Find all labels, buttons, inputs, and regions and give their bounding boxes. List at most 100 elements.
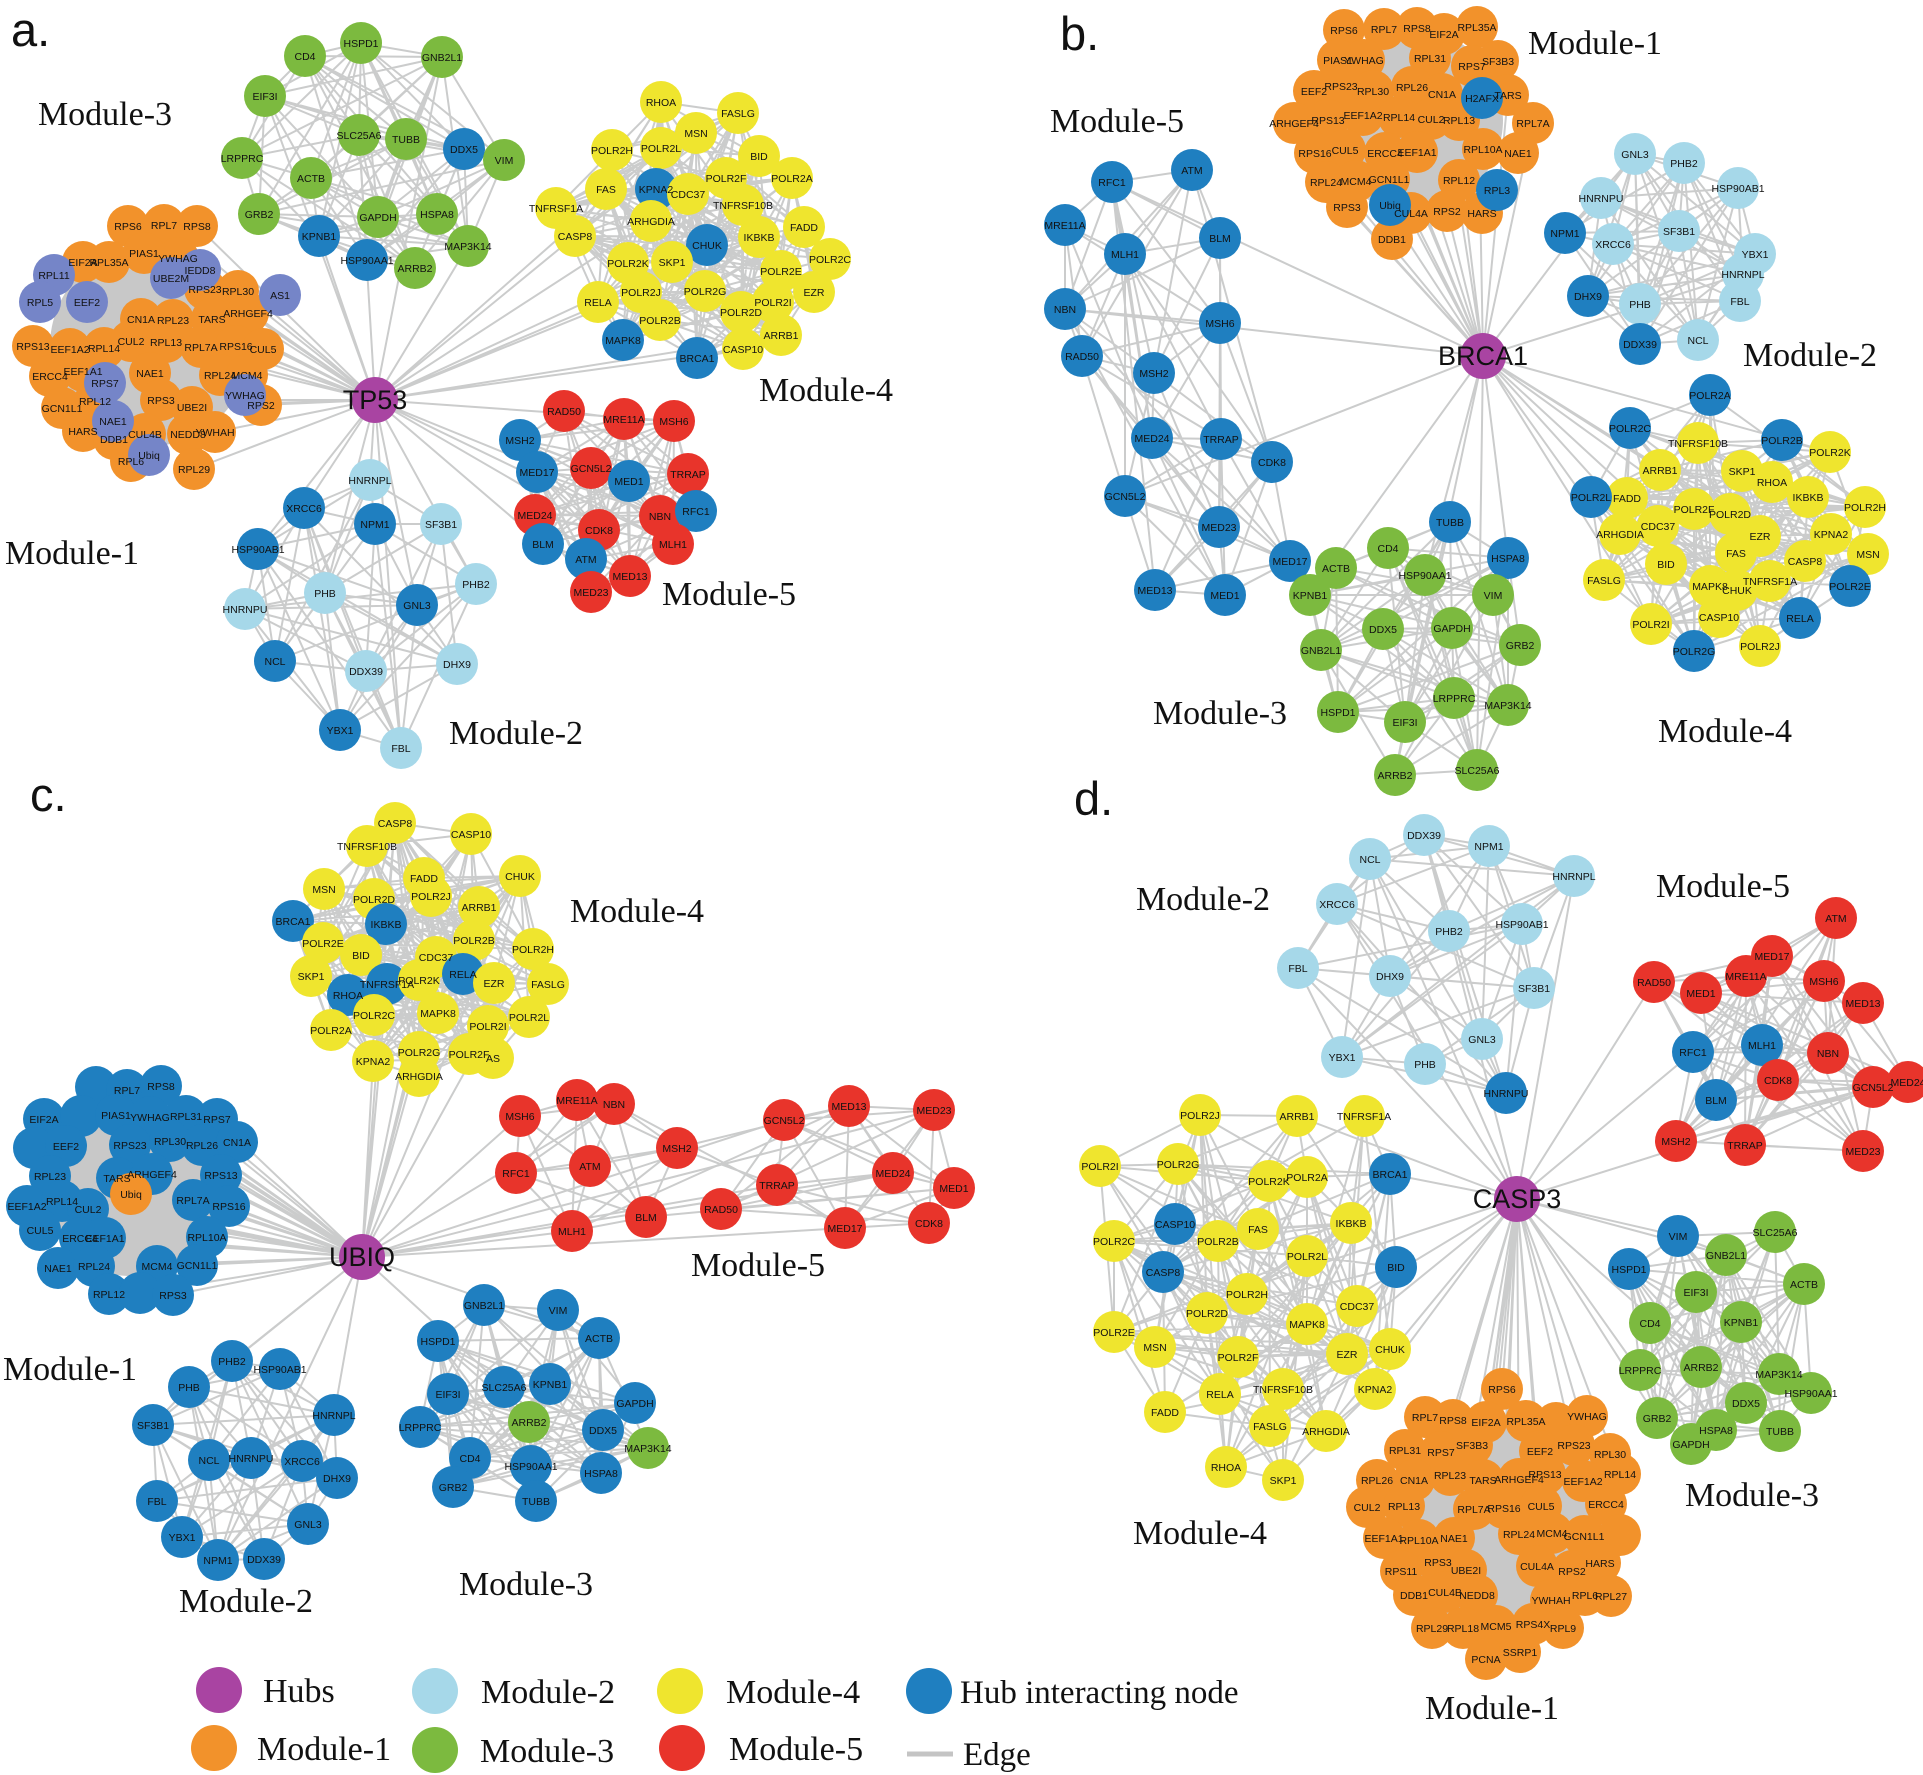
svg-text:POLR2K: POLR2K bbox=[1248, 1176, 1289, 1188]
svg-text:Module-1: Module-1 bbox=[5, 535, 139, 572]
svg-text:RPL35A: RPL35A bbox=[1457, 22, 1496, 34]
svg-text:EEF1A1: EEF1A1 bbox=[1364, 1533, 1403, 1545]
svg-text:RELA: RELA bbox=[449, 969, 476, 981]
svg-text:EEF2: EEF2 bbox=[74, 297, 100, 309]
svg-text:CHUK: CHUK bbox=[1375, 1344, 1405, 1356]
svg-text:GAPDH: GAPDH bbox=[359, 212, 396, 224]
svg-text:Module-3: Module-3 bbox=[459, 1566, 593, 1603]
svg-text:RPL31: RPL31 bbox=[1414, 53, 1446, 65]
svg-text:MSH6: MSH6 bbox=[505, 1111, 534, 1123]
svg-text:POLR2L: POLR2L bbox=[1287, 1251, 1327, 1263]
svg-text:BLM: BLM bbox=[1705, 1095, 1727, 1107]
svg-text:MAP3K14: MAP3K14 bbox=[1484, 700, 1531, 712]
svg-text:PIAS1: PIAS1 bbox=[1323, 55, 1353, 67]
svg-text:DDB1: DDB1 bbox=[1400, 1590, 1428, 1602]
svg-text:EIF2A: EIF2A bbox=[1429, 29, 1458, 41]
svg-text:EIF3I: EIF3I bbox=[435, 1389, 460, 1401]
svg-text:POLR2I: POLR2I bbox=[754, 297, 791, 309]
svg-text:RPS3: RPS3 bbox=[1333, 202, 1361, 214]
svg-text:AS1: AS1 bbox=[270, 290, 290, 302]
svg-text:DDB1: DDB1 bbox=[1378, 234, 1406, 246]
svg-text:MAPK8: MAPK8 bbox=[420, 1008, 456, 1020]
svg-text:RPL30: RPL30 bbox=[1594, 1449, 1626, 1461]
svg-text:XRCC6: XRCC6 bbox=[284, 1456, 320, 1468]
svg-text:IKBKB: IKBKB bbox=[744, 232, 775, 244]
svg-text:MLH1: MLH1 bbox=[558, 1226, 586, 1238]
svg-text:a.: a. bbox=[11, 3, 50, 56]
svg-text:MAPK8: MAPK8 bbox=[605, 335, 641, 347]
svg-text:MED23: MED23 bbox=[1201, 522, 1236, 534]
svg-text:EIF3I: EIF3I bbox=[1392, 717, 1417, 729]
svg-text:H2AFX: H2AFX bbox=[1465, 93, 1499, 105]
svg-text:TARS: TARS bbox=[1494, 90, 1521, 102]
svg-text:RPL7A: RPL7A bbox=[176, 1195, 209, 1207]
svg-text:RPS6: RPS6 bbox=[114, 221, 142, 233]
svg-text:CUL4B: CUL4B bbox=[128, 429, 162, 441]
svg-text:FBL: FBL bbox=[1730, 296, 1749, 308]
svg-text:YBX1: YBX1 bbox=[327, 725, 354, 737]
svg-text:RPL29: RPL29 bbox=[1416, 1623, 1448, 1635]
svg-text:RPL7: RPL7 bbox=[151, 220, 177, 232]
svg-text:RPL14: RPL14 bbox=[88, 343, 120, 355]
svg-text:POLR2L: POLR2L bbox=[509, 1012, 549, 1024]
svg-text:RHOA: RHOA bbox=[333, 990, 363, 1002]
svg-text:DHX9: DHX9 bbox=[1376, 971, 1404, 983]
svg-text:MSH2: MSH2 bbox=[505, 435, 534, 447]
svg-text:RPS23: RPS23 bbox=[1324, 81, 1357, 93]
svg-text:LRPPRC: LRPPRC bbox=[1619, 1365, 1662, 1377]
svg-text:LRPPRC: LRPPRC bbox=[1433, 693, 1476, 705]
svg-text:BID: BID bbox=[1387, 1262, 1405, 1274]
svg-text:MAP3K14: MAP3K14 bbox=[1755, 1369, 1802, 1381]
svg-text:b.: b. bbox=[1060, 7, 1099, 60]
svg-text:MRE11A: MRE11A bbox=[603, 414, 644, 426]
svg-text:DDX5: DDX5 bbox=[1369, 624, 1397, 636]
svg-text:Module-1: Module-1 bbox=[1425, 1690, 1559, 1727]
svg-text:CUL2: CUL2 bbox=[1354, 1502, 1381, 1514]
svg-text:SF3B1: SF3B1 bbox=[1663, 226, 1695, 238]
svg-text:VIM: VIM bbox=[1484, 590, 1503, 602]
svg-text:MED24: MED24 bbox=[875, 1168, 910, 1180]
svg-text:FASLG: FASLG bbox=[531, 979, 565, 991]
svg-text:MED13: MED13 bbox=[1845, 998, 1880, 1010]
svg-text:RPL6: RPL6 bbox=[1572, 1590, 1598, 1602]
svg-text:TRRAP: TRRAP bbox=[759, 1180, 795, 1192]
svg-text:PHB2: PHB2 bbox=[1435, 926, 1463, 938]
svg-text:CUL4B: CUL4B bbox=[1428, 1587, 1462, 1599]
svg-text:RPS16: RPS16 bbox=[1298, 148, 1331, 160]
svg-text:FBL: FBL bbox=[391, 743, 410, 755]
svg-text:NBN: NBN bbox=[1054, 304, 1076, 316]
svg-text:RPL14: RPL14 bbox=[1604, 1469, 1636, 1481]
svg-text:GNL3: GNL3 bbox=[403, 600, 431, 612]
svg-text:EIF2A: EIF2A bbox=[29, 1114, 58, 1126]
svg-text:ARRB1: ARRB1 bbox=[763, 330, 798, 342]
svg-text:MRE11A: MRE11A bbox=[556, 1095, 597, 1107]
svg-text:Ubiq: Ubiq bbox=[1379, 200, 1401, 212]
svg-text:RPL9: RPL9 bbox=[1550, 1623, 1576, 1635]
svg-text:SKP1: SKP1 bbox=[1270, 1475, 1297, 1487]
svg-text:CDC37: CDC37 bbox=[671, 189, 706, 201]
svg-text:RPL14: RPL14 bbox=[46, 1196, 78, 1208]
svg-text:RHOA: RHOA bbox=[1211, 1462, 1241, 1474]
svg-text:Module-3: Module-3 bbox=[1685, 1477, 1819, 1514]
svg-text:UBE2I: UBE2I bbox=[1451, 1565, 1481, 1577]
svg-text:RPL5: RPL5 bbox=[27, 297, 53, 309]
svg-text:GCN5L2: GCN5L2 bbox=[571, 463, 612, 475]
svg-text:ARRB1: ARRB1 bbox=[1279, 1111, 1314, 1123]
svg-text:c.: c. bbox=[30, 768, 67, 821]
svg-text:NAE1: NAE1 bbox=[44, 1263, 72, 1275]
svg-text:MED1: MED1 bbox=[939, 1183, 968, 1195]
svg-text:EIF3I: EIF3I bbox=[1683, 1287, 1708, 1299]
svg-text:GCN1L1: GCN1L1 bbox=[42, 403, 83, 415]
svg-text:YBX1: YBX1 bbox=[169, 1532, 196, 1544]
svg-text:DDX5: DDX5 bbox=[450, 144, 478, 156]
svg-text:RPL24: RPL24 bbox=[78, 1261, 110, 1273]
svg-text:HNRNPU: HNRNPU bbox=[223, 604, 268, 616]
svg-text:TNFRSF10B: TNFRSF10B bbox=[1253, 1384, 1313, 1396]
svg-text:UBIQ: UBIQ bbox=[329, 1242, 395, 1272]
svg-text:Module-1: Module-1 bbox=[257, 1731, 391, 1768]
svg-text:RFC1: RFC1 bbox=[1679, 1047, 1707, 1059]
svg-text:RPL26: RPL26 bbox=[1361, 1475, 1393, 1487]
svg-text:RPS3: RPS3 bbox=[1424, 1557, 1452, 1569]
svg-text:EZR: EZR bbox=[484, 978, 505, 990]
svg-text:TUBB: TUBB bbox=[392, 134, 420, 146]
